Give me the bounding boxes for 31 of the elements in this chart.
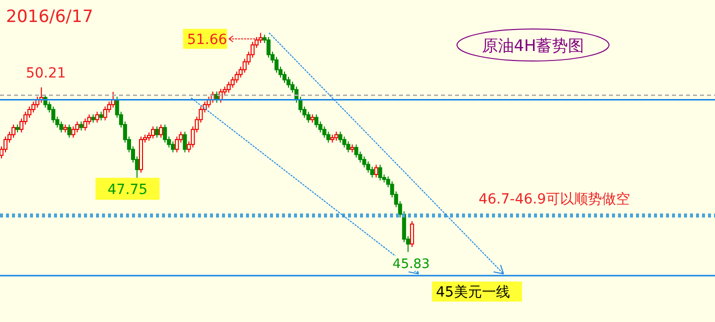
candlestick — [338, 131, 342, 144]
candlestick — [410, 220, 414, 248]
candlestick — [378, 164, 382, 182]
candlestick — [170, 140, 175, 153]
candlestick — [162, 124, 167, 144]
candlestick — [322, 126, 326, 138]
candlestick — [158, 124, 163, 138]
candlestick — [95, 111, 100, 124]
text: 45.83 — [392, 256, 430, 272]
annotation: 51.66 — [187, 32, 228, 48]
candlestick — [150, 126, 155, 139]
candlestick — [366, 160, 370, 174]
candlestick — [314, 114, 318, 128]
candlestick — [71, 126, 76, 138]
candlestick — [83, 118, 88, 132]
candlestick — [226, 81, 231, 94]
annotation: 47.75 — [108, 182, 148, 198]
annotation: 50.21 — [26, 65, 66, 82]
legend-label: 45美元一线 — [436, 284, 510, 301]
candlestick — [334, 131, 338, 142]
chart-title: 2016/6/17 — [6, 7, 94, 27]
candlestick — [79, 121, 84, 132]
candlestick — [182, 131, 187, 153]
candlestick — [354, 144, 358, 158]
ref-line-label: 46.7-46.9可以顺势做空 — [478, 191, 630, 208]
candlestick — [67, 124, 72, 138]
candlestick — [346, 140, 350, 153]
candlestick — [374, 164, 378, 178]
candlestick — [11, 124, 16, 138]
candlestick — [154, 126, 159, 138]
text: 原油4H蓄势图 — [482, 36, 584, 55]
